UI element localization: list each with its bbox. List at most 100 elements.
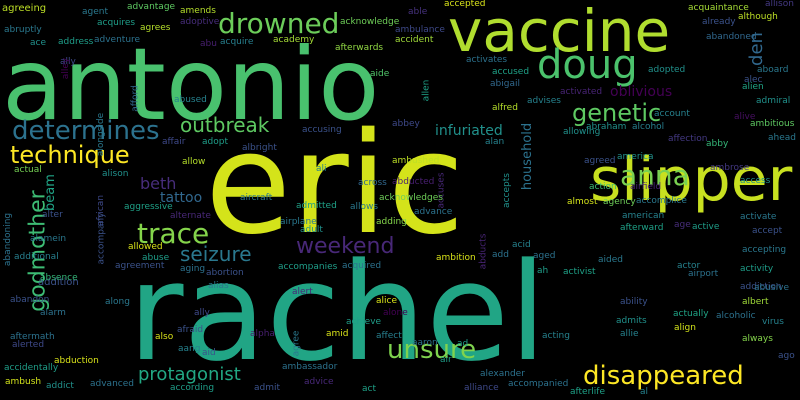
word: along <box>105 297 130 307</box>
word: ambassador <box>282 362 338 372</box>
word: slipper <box>590 145 793 215</box>
word: ad <box>457 339 469 349</box>
word: affect <box>376 331 402 341</box>
word: already <box>702 17 736 27</box>
word: allow <box>182 157 206 167</box>
word: aang <box>178 344 201 354</box>
word: advantage <box>127 2 176 12</box>
word: abby <box>706 139 729 149</box>
word: admiral <box>756 96 791 106</box>
word: al <box>640 387 649 397</box>
word: accomplice <box>636 196 687 206</box>
word: ago <box>778 351 795 361</box>
word: aid <box>202 348 216 358</box>
word: agency <box>603 197 636 207</box>
word: affair <box>162 137 186 147</box>
word: activity <box>740 264 774 274</box>
word: antonio <box>2 26 380 143</box>
word: adoptive <box>180 17 220 27</box>
word: age <box>674 220 691 230</box>
word: alamein <box>30 234 67 244</box>
word: accused <box>492 67 530 77</box>
word: afterwards <box>335 43 384 53</box>
word: unsure <box>387 335 477 365</box>
word: american <box>622 211 665 221</box>
word: alley <box>61 57 72 80</box>
word: ambush <box>5 377 42 387</box>
word: alter <box>42 210 63 220</box>
word: activates <box>466 55 508 65</box>
word: accusing <box>302 125 342 135</box>
word: agree <box>291 330 302 357</box>
word: outbreak <box>180 113 270 137</box>
word: advice <box>304 377 334 387</box>
word: airplane <box>280 217 317 227</box>
word: ally <box>194 308 210 318</box>
word: afterward <box>620 223 664 233</box>
word: accidentally <box>4 363 59 373</box>
word: agreed <box>584 156 616 166</box>
word: alfred <box>492 103 518 113</box>
word: alien <box>742 82 764 92</box>
word: ah <box>537 266 549 276</box>
word: aggressive <box>124 202 173 212</box>
word: addict <box>46 381 74 391</box>
word: aaron <box>412 338 438 348</box>
word: abandoning <box>3 212 14 267</box>
word: agent <box>82 7 108 17</box>
word: abu <box>200 39 217 49</box>
word: account <box>654 109 690 119</box>
word: aided <box>598 255 623 265</box>
word: albert <box>742 297 769 307</box>
word: admitted <box>296 201 337 211</box>
word: abused <box>174 95 207 105</box>
word: alice <box>376 296 398 306</box>
word: admits <box>616 316 647 326</box>
word: alternate <box>170 211 211 221</box>
word: acid <box>512 240 531 250</box>
word: admit <box>254 383 281 393</box>
word: doug <box>537 42 638 88</box>
word: alert <box>292 287 313 297</box>
word: disappeared <box>583 361 744 391</box>
word: activate <box>740 212 777 222</box>
word: additional <box>14 252 59 262</box>
word: beam <box>42 174 58 211</box>
word: also <box>155 332 174 342</box>
word: accepted <box>444 0 486 9</box>
word: adult <box>300 225 323 235</box>
word: act <box>362 384 376 394</box>
word: allen <box>421 79 432 102</box>
word: addiction <box>740 282 782 292</box>
word: active <box>692 222 720 232</box>
word: ability <box>620 297 648 307</box>
word: actor <box>677 261 701 271</box>
word: eric <box>205 103 465 266</box>
word: address <box>58 37 94 47</box>
word: academy <box>273 35 315 45</box>
word: beth <box>140 174 177 193</box>
word: access <box>740 176 771 186</box>
word: activist <box>563 267 596 277</box>
word: amends <box>180 6 216 16</box>
word: aboard <box>757 65 789 75</box>
word: afford <box>130 85 141 112</box>
word: ace <box>30 38 47 48</box>
word: ambition <box>436 253 476 263</box>
word: anna <box>620 159 690 192</box>
word: achieve <box>346 317 382 327</box>
word: alias <box>208 281 229 291</box>
word: ambitious <box>750 119 795 129</box>
word: abbey <box>392 119 420 129</box>
word: accept <box>752 226 783 236</box>
word: acquired <box>342 261 382 271</box>
word: abruptly <box>4 25 42 35</box>
word: genetic <box>572 99 662 127</box>
word: alan <box>485 137 505 147</box>
word: airport <box>688 269 719 279</box>
word: infuriated <box>435 123 503 139</box>
word: ambulance <box>395 25 445 35</box>
word: technique <box>10 141 130 169</box>
word: trace <box>137 217 210 250</box>
